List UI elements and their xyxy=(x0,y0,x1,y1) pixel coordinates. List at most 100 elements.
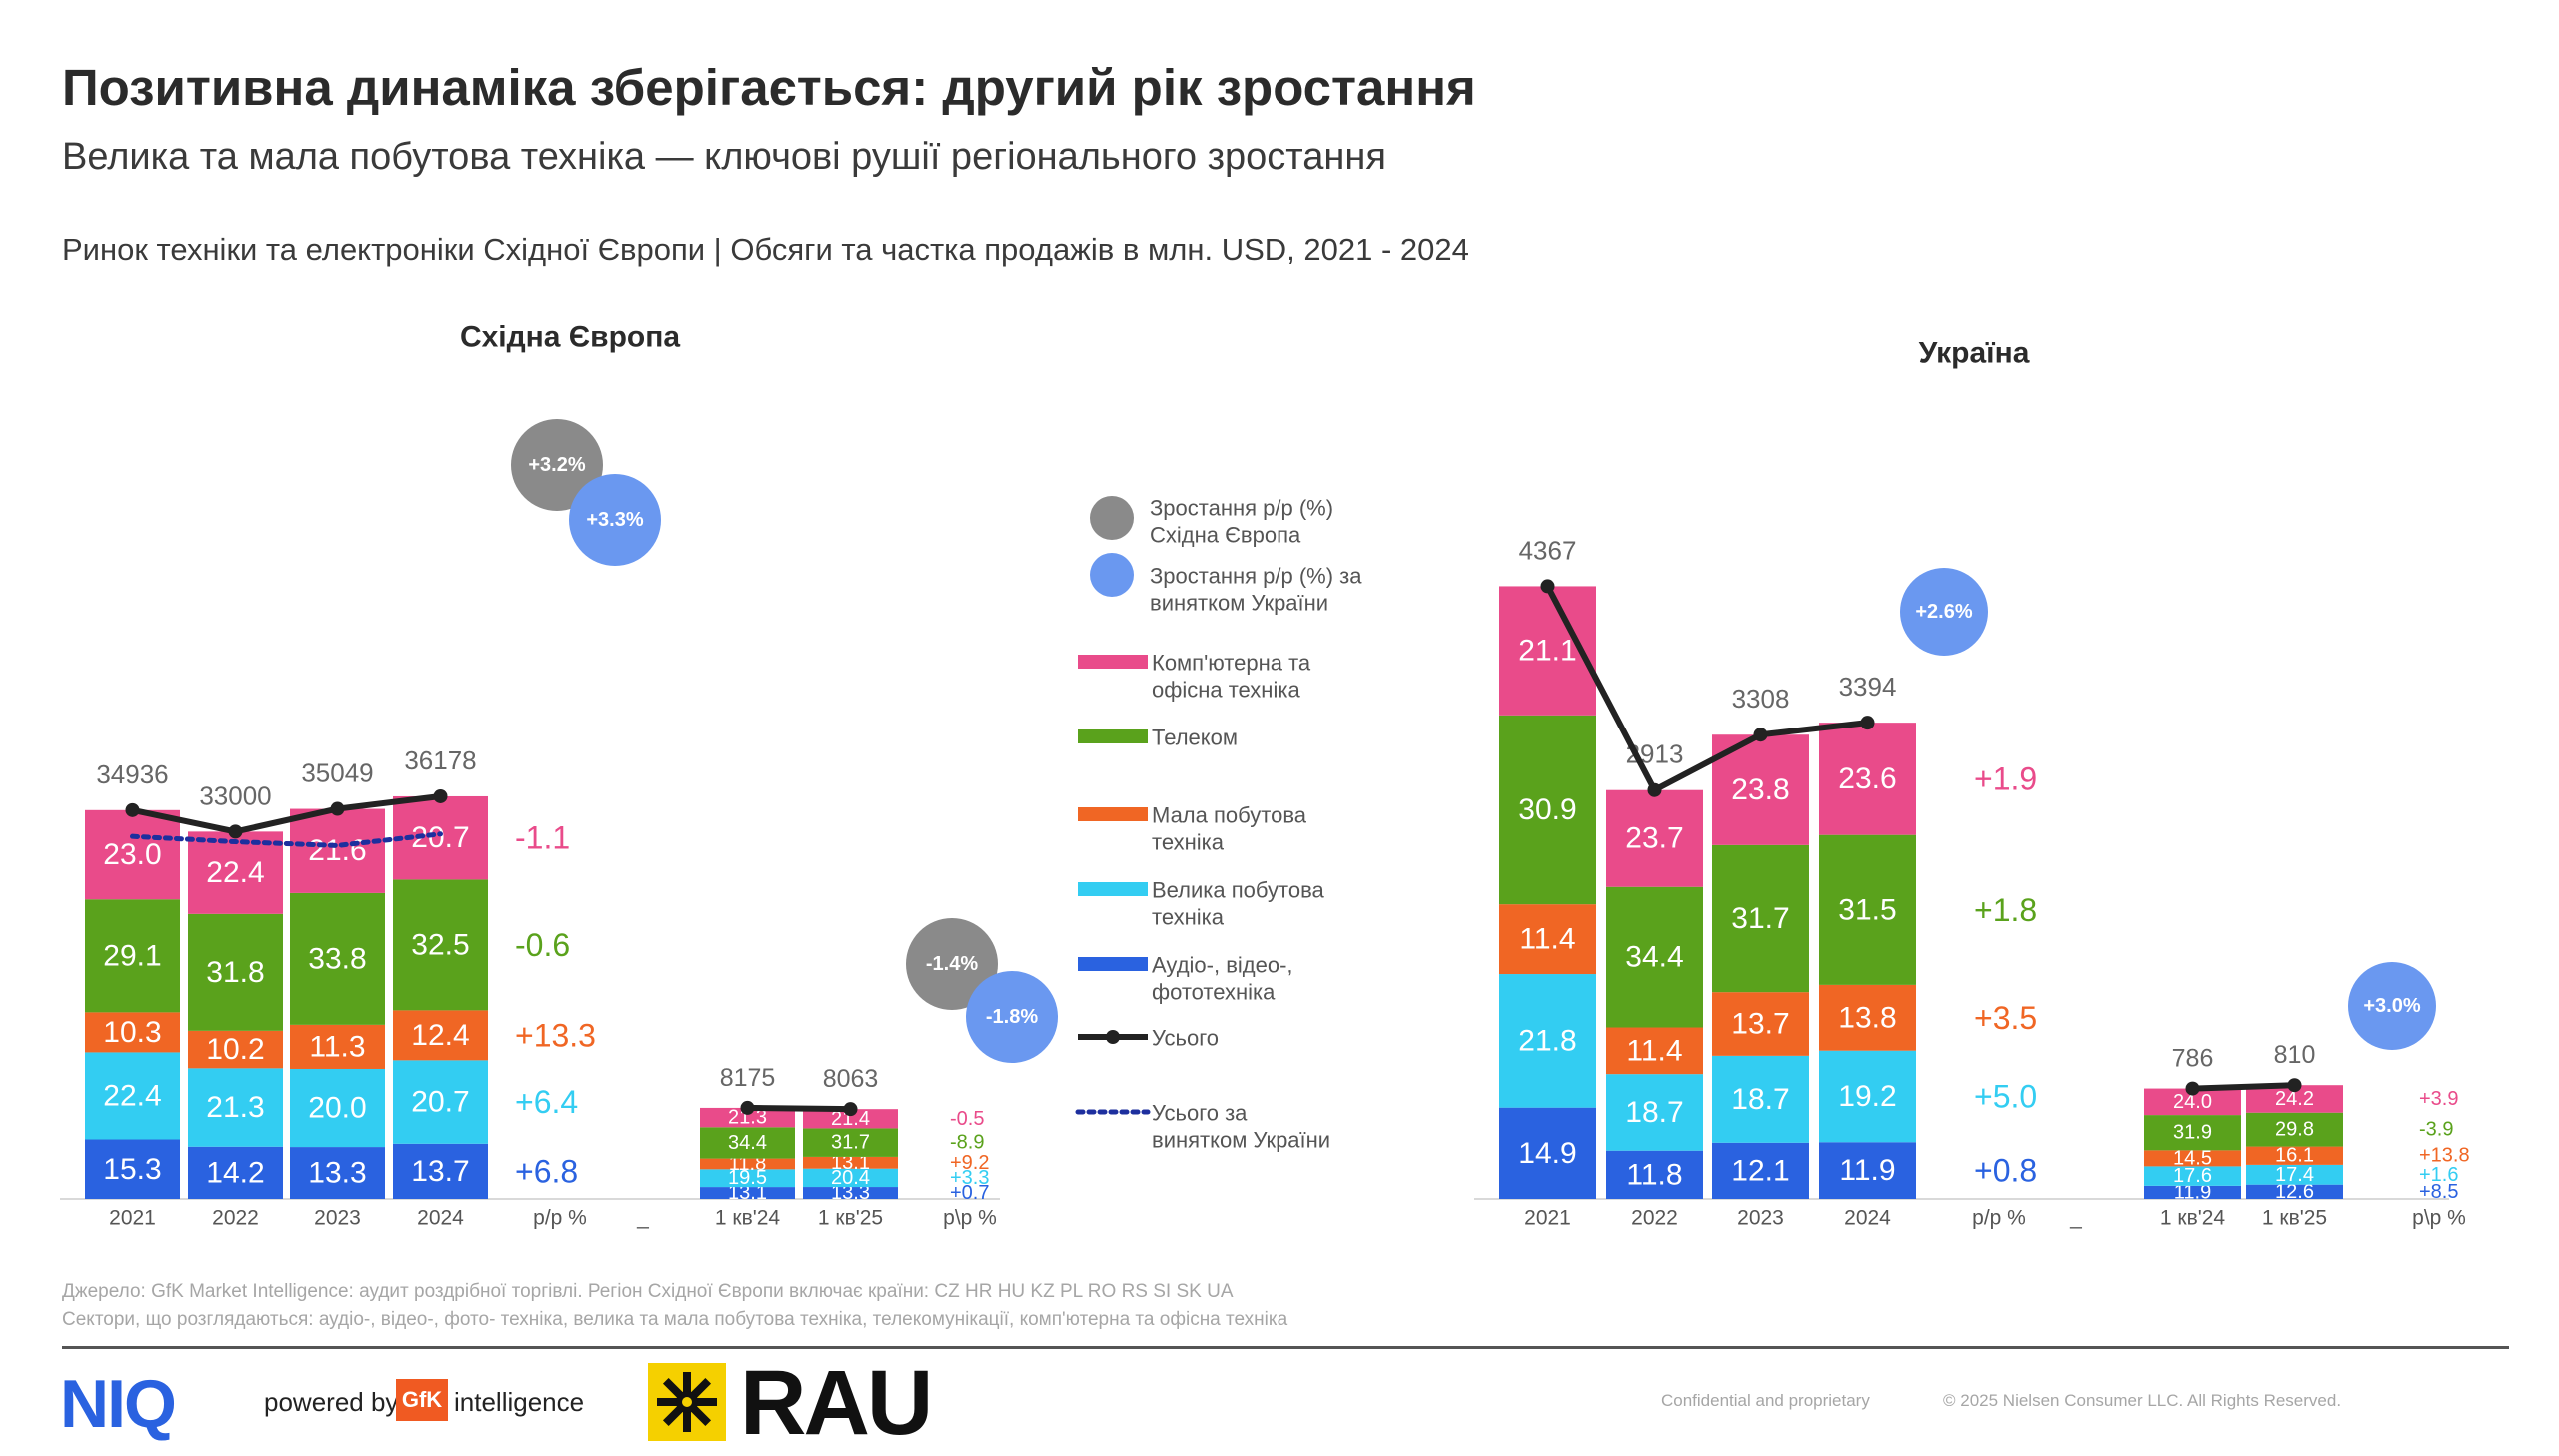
category-tick-label: 2021 xyxy=(109,1207,156,1230)
segment-value-label: 31.8 xyxy=(206,956,264,989)
bar-segment-audio xyxy=(803,1187,898,1199)
segment-value-label: 12.1 xyxy=(1731,1154,1789,1187)
segment-value-label: 18.7 xyxy=(1731,1083,1789,1116)
segment-value-label: 12.4 xyxy=(411,1019,469,1052)
segment-value-label: 31.7 xyxy=(1731,902,1789,935)
confidential-text: Confidential and proprietary xyxy=(1661,1391,1870,1410)
bar-segment-small xyxy=(700,1158,795,1170)
segment-value-label: 22.4 xyxy=(206,856,264,889)
bar-segment-large xyxy=(393,1060,488,1144)
legend-label-large: Велика побутова xyxy=(1152,878,1325,903)
total-value-label: 36178 xyxy=(404,745,476,775)
legend-total-marker-icon xyxy=(1106,1030,1120,1044)
yoy-axis-label: р\р % xyxy=(943,1207,997,1230)
copyright-text: © 2025 Nielsen Consumer LLC. All Rights … xyxy=(1943,1391,2342,1410)
yoy-change-label: +0.8 xyxy=(1974,1153,2037,1189)
total-point xyxy=(740,1100,755,1115)
category-tick-label: 2023 xyxy=(1737,1207,1784,1230)
bar-segment-small xyxy=(393,1010,488,1061)
segment-value-label: 13.1 xyxy=(831,1152,870,1174)
bar-segment-small xyxy=(2246,1146,2343,1165)
segment-value-label: 16.1 xyxy=(2275,1145,2314,1167)
yoy-axis-label: р/р % xyxy=(1972,1207,2026,1230)
segment-value-label: 13.7 xyxy=(1731,1008,1789,1041)
bar-segment-small xyxy=(188,1030,283,1069)
rau-emblem-icon xyxy=(648,1363,726,1441)
segment-value-label: 21.8 xyxy=(1518,1024,1576,1057)
footer-divider xyxy=(62,1346,2509,1349)
total-point xyxy=(1860,716,1875,730)
legend-growth-ex-ua-icon xyxy=(1090,553,1134,597)
yoy-change-label: -8.9 xyxy=(950,1132,984,1154)
segment-value-label: 17.4 xyxy=(2275,1164,2314,1186)
segment-value-label: 31.7 xyxy=(831,1132,870,1154)
bar-segment-large xyxy=(188,1068,283,1147)
yoy-change-label: +5.0 xyxy=(1974,1078,2037,1114)
legend-label-total: Усього xyxy=(1152,1026,1219,1051)
legend-growth-ee-label: Східна Європа xyxy=(1150,523,1301,548)
total-point xyxy=(1753,728,1768,742)
bar-segment-audio xyxy=(1606,1150,1703,1199)
total-value-label: 4367 xyxy=(1519,535,1577,565)
bar-segment-telecom xyxy=(188,913,283,1031)
bar-segment-audio xyxy=(2246,1184,2343,1199)
category-tick-label: 2022 xyxy=(212,1207,259,1230)
segment-value-label: 34.4 xyxy=(1625,941,1683,974)
intelligence-text: intelligence xyxy=(454,1387,585,1417)
total-point xyxy=(2185,1081,2200,1096)
bar-segment-large xyxy=(1819,1050,1916,1143)
legend-label-ex-ua: винятком України xyxy=(1152,1128,1330,1153)
legend: Зростання р/р (%)Східна Європа Зростання … xyxy=(1075,496,1362,1153)
yoy-change-label: +6.8 xyxy=(515,1153,578,1189)
yoy-change-label: +6.4 xyxy=(515,1084,578,1120)
bar-segment-telecom xyxy=(700,1127,795,1159)
chart-title: Східна Європа xyxy=(460,321,680,354)
legend-swatch-large xyxy=(1078,882,1148,896)
category-tick-label: 2023 xyxy=(314,1207,361,1230)
yoy-change-label: +3.5 xyxy=(1974,1000,2037,1036)
segment-value-label: 21.1 xyxy=(1518,635,1576,668)
bar-segment-computers xyxy=(1606,789,1703,887)
bar-segment-telecom xyxy=(803,1128,898,1157)
legend-label-computers: Комп'ютерна та xyxy=(1152,651,1311,676)
yoy-change-label: -3.9 xyxy=(2419,1119,2453,1141)
segment-value-label: 24.2 xyxy=(2275,1088,2314,1110)
source-note: Джерело: GfK Market Intelligence: аудит … xyxy=(62,1281,1234,1302)
legend-growth-ee-label: Зростання р/р (%) xyxy=(1150,496,1333,521)
segment-value-label: 30.9 xyxy=(1518,793,1576,826)
yoy-change-label: +1.6 xyxy=(2419,1164,2458,1186)
bar-segment-computers xyxy=(85,809,180,900)
bar-segment-telecom xyxy=(1819,834,1916,985)
bar-segment-telecom xyxy=(290,892,385,1025)
total-point xyxy=(330,801,345,816)
category-tick-label: 2022 xyxy=(1631,1207,1678,1230)
yoy-change-label: +13.8 xyxy=(2419,1145,2470,1167)
bar-segment-audio xyxy=(188,1146,283,1199)
page-title: Позитивна динаміка зберігається: другий … xyxy=(62,59,1476,116)
total-line xyxy=(747,1104,851,1113)
total-point xyxy=(1647,782,1662,797)
legend-growth-ee-icon xyxy=(1090,496,1134,540)
segment-value-label: 12.6 xyxy=(2275,1181,2314,1203)
bar-segment-telecom xyxy=(393,879,488,1011)
legend-label-computers: офісна техніка xyxy=(1152,678,1300,703)
axis-separator: _ xyxy=(636,1207,649,1230)
bar-segment-large xyxy=(1499,974,1596,1108)
yoy-axis-label: р\р % xyxy=(2412,1207,2466,1230)
segment-value-label: 13.3 xyxy=(831,1182,870,1204)
yoy-change-label: +9.2 xyxy=(950,1152,989,1174)
sectors-note: Сектори, що розглядаються: аудіо-, відео… xyxy=(62,1309,1288,1330)
bar-segment-computers xyxy=(1819,723,1916,835)
rau-logo: RAU xyxy=(740,1352,933,1454)
segment-value-label: 11.4 xyxy=(1519,923,1575,956)
legend-growth-ex-ua-label: винятком України xyxy=(1150,591,1328,616)
legend-label-small: техніка xyxy=(1152,830,1225,855)
bar-segment-audio xyxy=(290,1147,385,1199)
bar-segment-telecom xyxy=(85,899,180,1013)
bar-segment-audio xyxy=(700,1187,795,1199)
total-point xyxy=(228,824,243,839)
growth-bubble-ex xyxy=(966,971,1058,1063)
ex-ukraine-line xyxy=(130,831,443,848)
bar-segment-audio xyxy=(1819,1142,1916,1199)
growth-bubble-ex xyxy=(2348,962,2436,1050)
